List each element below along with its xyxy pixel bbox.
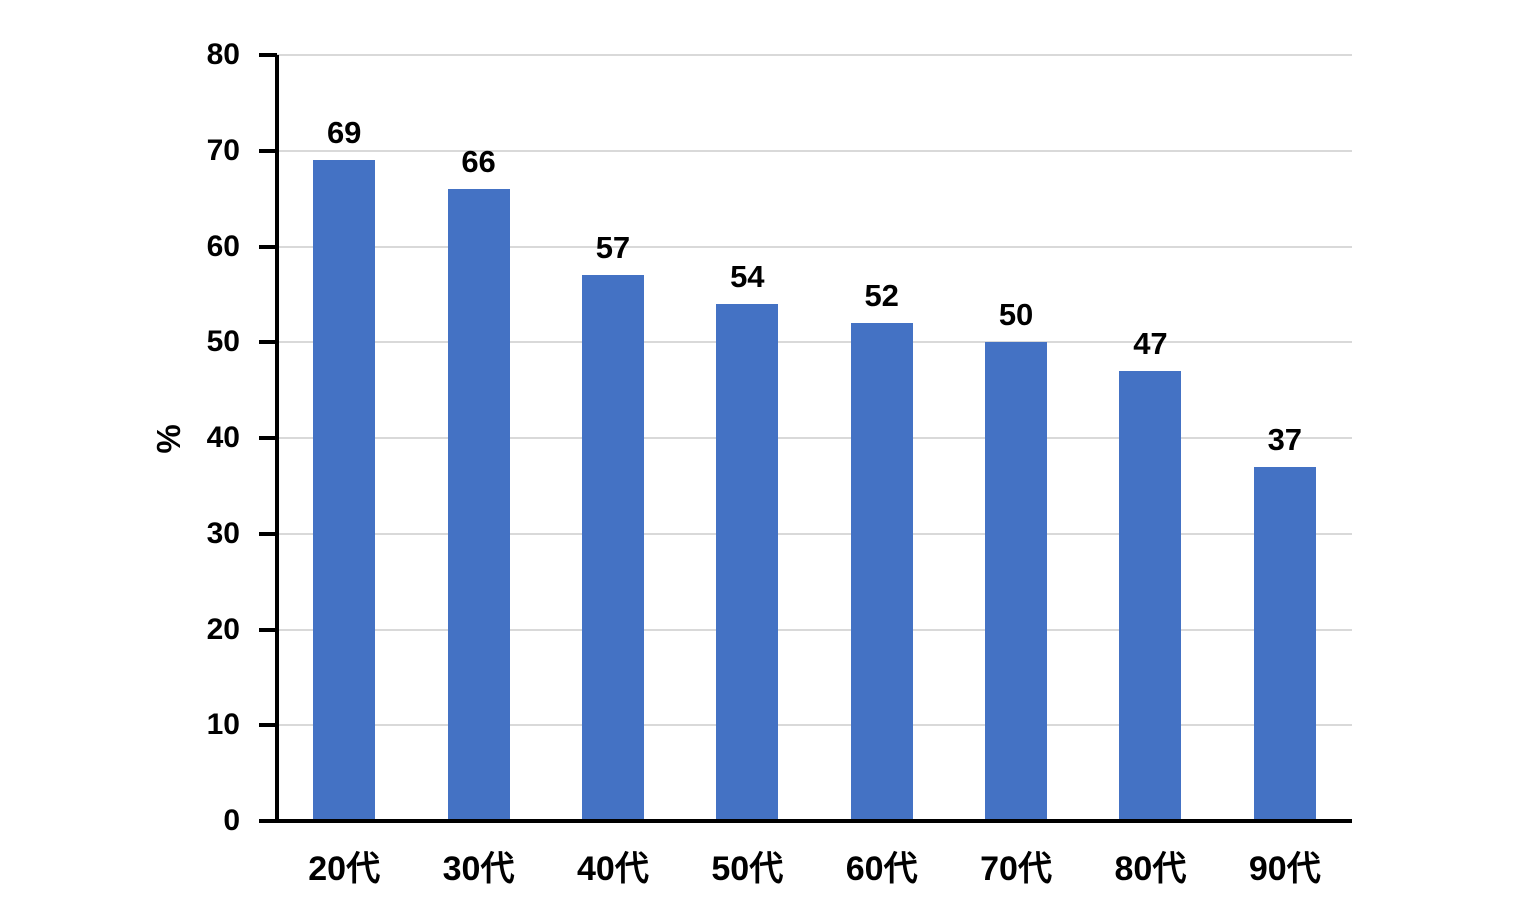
- gridline: [277, 724, 1352, 727]
- y-tick-mark: [259, 723, 277, 728]
- bar-value-label: 52: [864, 278, 899, 314]
- bar: [581, 275, 644, 821]
- bar: [313, 160, 376, 821]
- bar-value-label: 69: [326, 115, 362, 151]
- x-axis-label: 30代: [442, 849, 515, 888]
- x-axis-label: 60代: [845, 849, 918, 888]
- bar: [985, 342, 1048, 821]
- bar: [716, 303, 779, 821]
- bar-value-label: 57: [595, 230, 631, 266]
- y-tick-label: 70: [206, 133, 240, 167]
- x-axis-label: 50代: [711, 849, 784, 888]
- bar-value-label: 54: [730, 258, 765, 294]
- y-tick-label: 80: [206, 38, 240, 71]
- gridline: [277, 437, 1352, 439]
- gridline: [277, 532, 1352, 535]
- y-tick-label: 60: [206, 229, 240, 263]
- bar: [447, 189, 510, 821]
- y-tick-mark: [259, 53, 277, 57]
- y-tick-label: 20: [206, 612, 240, 646]
- y-tick-mark: [259, 627, 277, 632]
- bar-value-label: 50: [998, 297, 1034, 333]
- y-tick-mark: [259, 244, 277, 249]
- bar-value-label: 37: [1267, 421, 1303, 457]
- bar: [1119, 370, 1182, 821]
- x-axis-label: 40代: [577, 849, 649, 888]
- gridline: [277, 54, 1352, 56]
- x-axis-label: 90代: [1248, 849, 1321, 888]
- bar: [1253, 466, 1316, 821]
- y-tick-label: 40: [206, 421, 240, 454]
- x-axis-label: 70代: [980, 849, 1052, 888]
- y-tick-mark: [259, 340, 277, 345]
- x-axis-label: 80代: [1114, 849, 1187, 888]
- y-tick-mark: [259, 436, 277, 440]
- y-axis-line: [275, 55, 279, 823]
- x-axis-label: 20代: [308, 849, 381, 888]
- y-tick-label: 50: [206, 325, 240, 359]
- y-tick-mark: [259, 531, 277, 536]
- bar: [850, 323, 913, 821]
- bar-value-label: 47: [1133, 325, 1168, 361]
- gridline: [277, 341, 1352, 344]
- y-tick-label: 10: [206, 708, 240, 742]
- y-tick-label: 30: [206, 516, 240, 550]
- y-tick-label: 0: [223, 804, 240, 837]
- y-tick-mark: [259, 148, 277, 153]
- x-axis-line: [259, 819, 1352, 823]
- bar-value-label: 66: [461, 144, 496, 180]
- gridline: [277, 149, 1352, 152]
- gridline: [277, 628, 1352, 631]
- gridline: [277, 245, 1352, 248]
